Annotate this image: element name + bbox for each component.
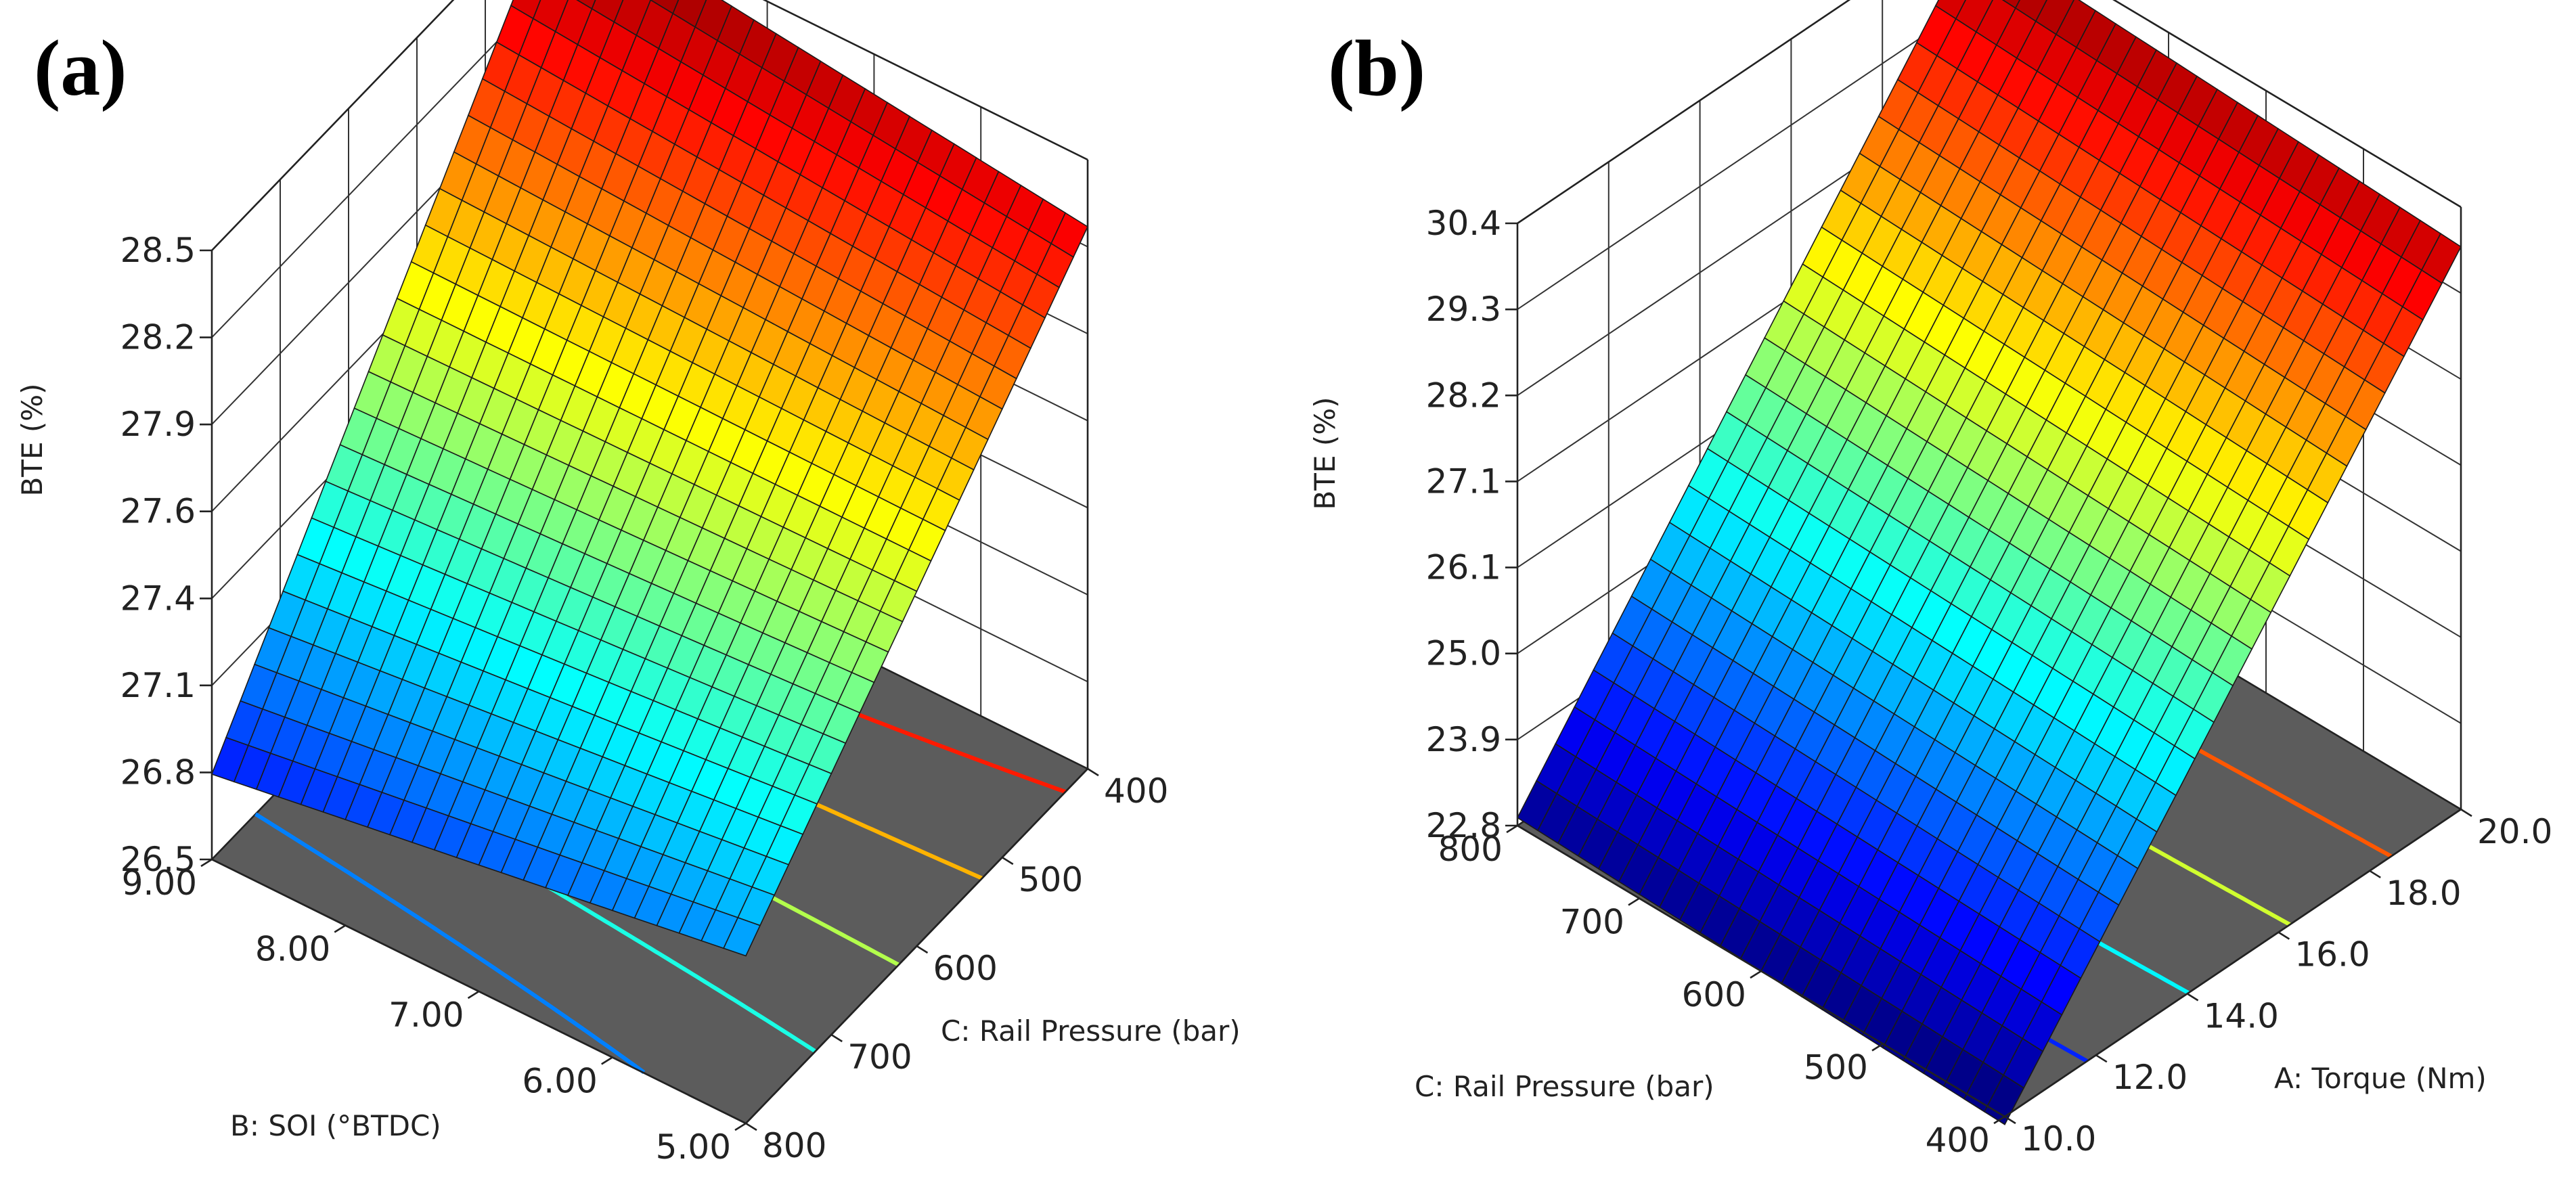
- z-tick-label: 26.1: [1426, 548, 1501, 587]
- z-tick-label: 28.2: [1426, 376, 1501, 415]
- z-tick-label: 26.8: [120, 753, 196, 792]
- x-tick-label: 6.00: [522, 1062, 597, 1101]
- panel-b-tick-labels: 22.8 23.9 25.0 26.1 27.1 28.2 29.3 30.4 800 700 60…: [1426, 204, 2553, 1160]
- z-tick-label: 27.4: [120, 579, 196, 618]
- y-tick-label: 20.0: [2477, 812, 2552, 851]
- contour-line-0: [254, 812, 646, 1075]
- z-tick-label: 28.5: [120, 231, 196, 270]
- y-tick-label: 14.0: [2204, 996, 2279, 1035]
- x-tick-label: 800: [1438, 830, 1503, 869]
- x-tick-label: 8.00: [255, 930, 330, 969]
- z-tick-label: 27.1: [1426, 462, 1501, 501]
- z-tick-label: 25.0: [1426, 634, 1501, 673]
- panel-a-z-axis-title: BTE (%): [16, 383, 49, 496]
- surface-cell: [722, 917, 761, 957]
- x-tick-label: 7.00: [388, 995, 464, 1035]
- y-tick-label: 10.0: [2021, 1119, 2096, 1159]
- panel-a: (a) 26.5 26.8 27.1 27.4 27.6 27.9 28.2 28.5 9.00…: [16, 0, 1241, 1167]
- panel-a-x-axis-title: B: SOI (°BTDC): [230, 1109, 441, 1142]
- z-tick-label: 28.2: [120, 318, 196, 357]
- y-tick-label: 400: [1104, 771, 1168, 811]
- z-tick-label: 23.9: [1426, 720, 1501, 759]
- panel-a-surface: [210, 0, 1089, 957]
- x-tick-label: 400: [1926, 1121, 1990, 1160]
- panel-a-tick-labels: 26.5 26.8 27.1 27.4 27.6 27.9 28.2 28.5 9.00 8.00…: [120, 231, 1169, 1167]
- z-tick-label: 26.5: [120, 840, 196, 879]
- panel-b-z-axis-title: BTE (%): [1308, 397, 1341, 510]
- panel-b: (b) 22.8 23.9 25.0 26.1 27.1 28.2 29.3 30.4 800 7…: [1308, 0, 2552, 1160]
- z-tick-label: 27.1: [120, 666, 196, 705]
- y-tick-label: 800: [762, 1126, 826, 1165]
- y-tick-label: 700: [847, 1037, 912, 1077]
- z-tick-label: 27.6: [120, 492, 196, 531]
- y-tick-label: 18.0: [2386, 874, 2461, 913]
- panel-a-y-axis-title: C: Rail Pressure (bar): [941, 1014, 1241, 1048]
- panel-b-letter: (b): [1328, 24, 1425, 112]
- panel-b-y-axis-title: A: Torque (Nm): [2274, 1062, 2487, 1095]
- x-tick-label: 500: [1804, 1048, 1868, 1087]
- y-tick-label: 12.0: [2112, 1058, 2188, 1097]
- x-tick-label: 9.00: [122, 863, 197, 903]
- x-tick-label: 5.00: [656, 1127, 731, 1167]
- x-tick-label: 600: [1682, 975, 1746, 1014]
- z-tick-label: 29.3: [1426, 290, 1501, 329]
- z-tick-label: 27.9: [120, 405, 196, 444]
- y-tick-label: 600: [933, 949, 998, 988]
- panel-a-letter: (a): [34, 24, 127, 112]
- y-tick-label: 16.0: [2294, 935, 2370, 974]
- panel-b-x-axis-title: C: Rail Pressure (bar): [1415, 1070, 1714, 1103]
- z-tick-label: 22.8: [1426, 806, 1501, 845]
- x-tick-label: 700: [1560, 903, 1624, 942]
- panel-b-surface: [1516, 0, 2462, 1125]
- z-tick-label: 30.4: [1426, 204, 1501, 243]
- y-tick-label: 500: [1019, 860, 1083, 899]
